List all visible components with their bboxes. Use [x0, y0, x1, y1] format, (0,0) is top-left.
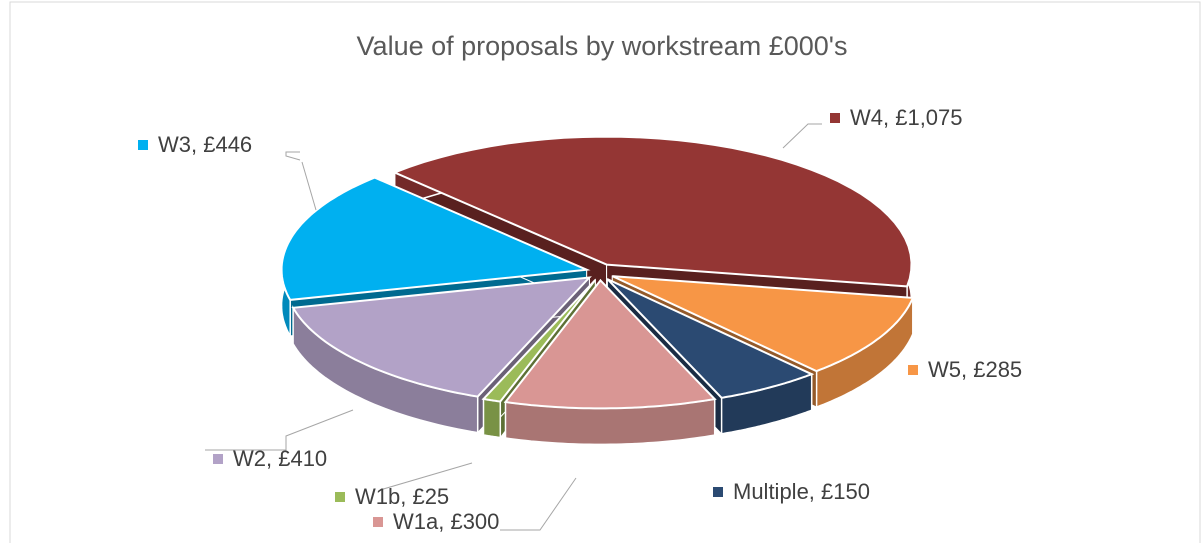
- data-label: W3, £446: [158, 132, 252, 157]
- slice-top: [606, 278, 815, 399]
- slice-top: [481, 279, 597, 403]
- slice-top: [611, 275, 915, 373]
- pie: [280, 135, 915, 446]
- slice-top: [392, 135, 913, 288]
- data-label: W1a, £300: [393, 509, 499, 534]
- leader-line: [285, 151, 301, 161]
- data-label: W4, £1,075: [850, 105, 963, 130]
- labels: W4, £1,075 W5, £285 Multiple, £150 W1a, £30…: [138, 105, 1022, 534]
- data-label: Multiple, £150: [733, 479, 870, 504]
- legend-marker: [830, 113, 840, 123]
- leader-line: [782, 123, 822, 149]
- slice-top: [291, 276, 592, 398]
- slice: [503, 278, 717, 446]
- legend-marker: [335, 492, 345, 502]
- leader-line: [205, 409, 354, 451]
- slice-top: [280, 176, 591, 301]
- legend-marker: [213, 454, 223, 464]
- legend-marker: [138, 140, 148, 150]
- legend-marker: [908, 365, 918, 375]
- data-label: W2, £410: [233, 446, 327, 471]
- slice-top: [503, 278, 717, 410]
- leader-line: [301, 161, 317, 211]
- legend-marker: [713, 487, 723, 497]
- data-label: W5, £285: [928, 357, 1022, 382]
- data-label: W1b, £25: [355, 484, 449, 509]
- legend-marker: [373, 517, 383, 527]
- leader-line: [379, 462, 473, 491]
- slice-rim: [482, 398, 502, 439]
- leader-line: [500, 477, 577, 531]
- chart-title: Value of proposals by workstream £000's: [357, 31, 848, 61]
